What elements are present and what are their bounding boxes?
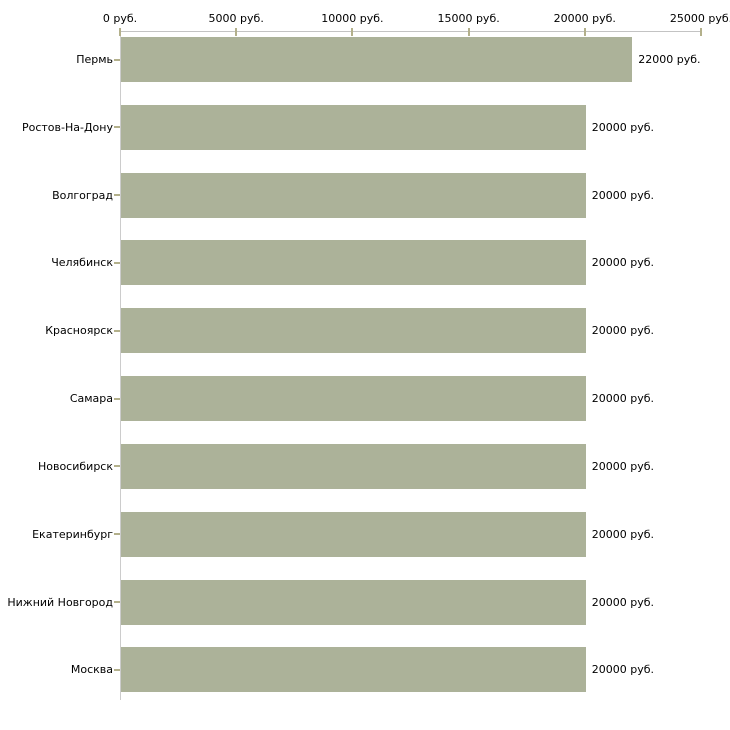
value-label: 20000 руб.	[591, 324, 655, 338]
y-tick-mark	[114, 194, 120, 197]
value-label: 20000 руб.	[591, 527, 655, 541]
category-label: Пермь	[76, 53, 113, 66]
x-tick-mark	[235, 28, 238, 36]
category-label: Ростов-На-Дону	[21, 120, 113, 134]
category-label: Красноярск	[45, 324, 113, 338]
y-tick-mark	[114, 329, 120, 332]
category-label: Екатеринбург	[32, 527, 113, 541]
value-label: 20000 руб.	[591, 188, 655, 202]
bar	[121, 308, 586, 354]
x-tick-label: 25000 руб.	[669, 12, 730, 25]
bar	[121, 443, 586, 489]
y-axis-line	[120, 31, 121, 700]
y-tick-mark	[114, 668, 120, 671]
y-tick-mark	[114, 126, 120, 129]
bar	[121, 376, 586, 422]
x-tick-label: 20000 руб.	[553, 12, 616, 25]
category-label: Самара	[69, 392, 113, 406]
bar	[121, 104, 586, 150]
value-label: 22000 руб.	[638, 53, 701, 66]
x-tick-label: 0 руб.	[102, 12, 138, 25]
value-label: 20000 руб.	[591, 459, 655, 473]
value-label: 20000 руб.	[591, 595, 655, 609]
bar	[121, 240, 586, 286]
y-tick-mark	[114, 601, 120, 604]
bar	[121, 579, 586, 625]
x-tick-mark	[700, 28, 702, 36]
bar	[121, 172, 586, 218]
category-label: Нижний Новгород	[7, 595, 113, 609]
bar	[121, 647, 586, 693]
y-tick-mark	[114, 58, 120, 61]
value-label: 20000 руб.	[591, 392, 655, 406]
category-label: Новосибирск	[37, 459, 113, 473]
x-tick-label: 5000 руб.	[208, 12, 264, 25]
bar	[121, 37, 633, 82]
x-tick-mark	[583, 28, 586, 36]
value-label: 20000 руб.	[591, 120, 655, 134]
x-tick-mark	[351, 28, 354, 36]
x-tick-label: 15000 руб.	[437, 12, 500, 25]
value-label: 20000 руб.	[591, 663, 655, 677]
category-label: Челябинск	[51, 256, 113, 270]
category-label: Москва	[70, 663, 113, 677]
y-tick-mark	[114, 397, 120, 400]
x-tick-mark	[119, 28, 121, 36]
y-tick-mark	[114, 261, 120, 264]
bar	[121, 511, 586, 557]
x-tick-mark	[467, 28, 470, 36]
y-tick-mark	[114, 465, 120, 468]
value-label: 20000 руб.	[591, 256, 655, 270]
x-axis-line	[120, 31, 702, 32]
y-tick-mark	[114, 533, 120, 536]
category-label: Волгоград	[52, 188, 113, 202]
x-tick-label: 10000 руб.	[321, 12, 384, 25]
